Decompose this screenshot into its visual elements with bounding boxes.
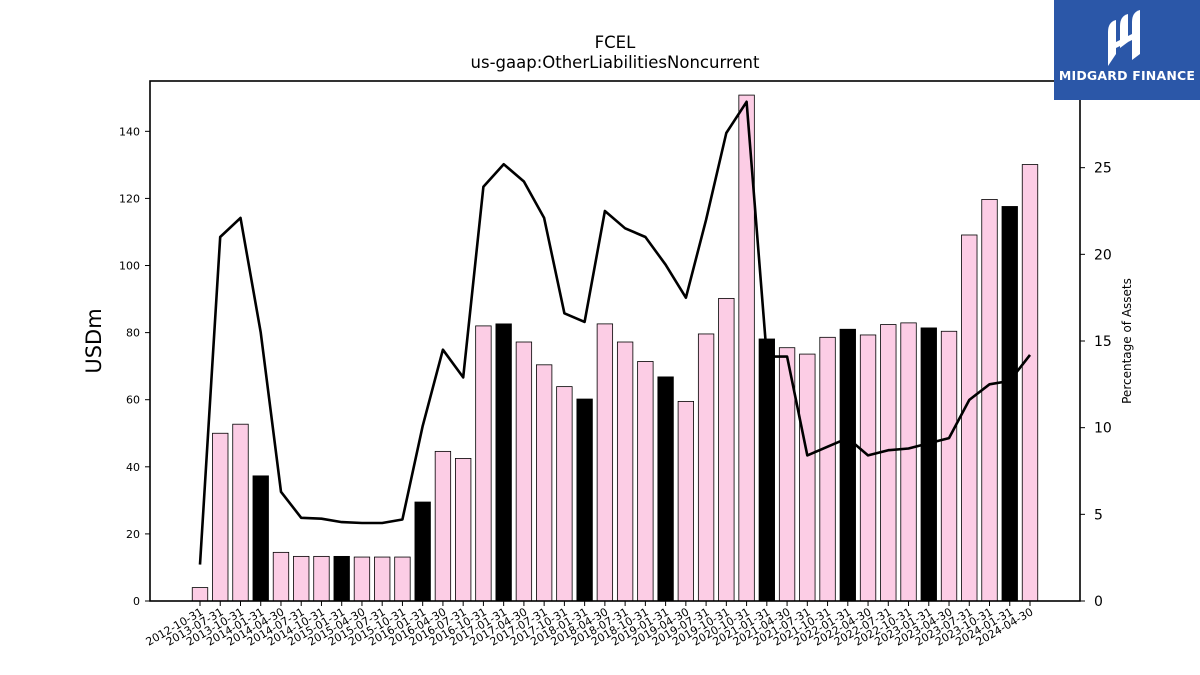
y2-tick-label: 20	[1094, 247, 1112, 263]
bar-series	[191, 94, 1039, 602]
logo-text: MIDGARD FINANCE	[1058, 68, 1196, 83]
bar	[859, 334, 877, 602]
bar	[637, 361, 654, 602]
bar	[535, 364, 553, 602]
x-axis-ticks: 2012-10-312013-07-312013-10-312014-01-31…	[144, 601, 1036, 649]
bar	[961, 234, 978, 602]
y-tick-label: 80	[126, 327, 140, 340]
y2-tick-label: 5	[1094, 507, 1103, 523]
bar	[819, 336, 836, 602]
bar	[839, 328, 856, 602]
y2-tick-label: 0	[1094, 594, 1103, 610]
bar	[556, 386, 573, 602]
bar	[293, 555, 310, 602]
y-tick-label: 40	[126, 461, 140, 474]
bar	[758, 338, 775, 602]
bar	[576, 398, 593, 602]
bar	[414, 501, 431, 602]
bar	[1001, 206, 1018, 602]
bar	[1021, 164, 1039, 602]
chart-subtitle: us-gaap:OtherLiabilitiesNoncurrent	[471, 53, 760, 72]
y-tick-label: 60	[126, 394, 140, 407]
bar	[616, 341, 634, 602]
bar	[191, 587, 209, 602]
bar	[515, 341, 533, 602]
y2-tick-label: 15	[1094, 334, 1112, 350]
bar	[799, 353, 816, 602]
bar	[697, 333, 715, 602]
midgard-finance-logo: MIDGARD FINANCE	[1054, 0, 1200, 100]
y-tick-label: 100	[119, 260, 140, 273]
bar	[272, 551, 290, 602]
plot-frame	[149, 80, 1081, 602]
bar	[880, 324, 897, 602]
bar	[333, 555, 350, 602]
line-series	[198, 100, 1032, 565]
bar	[940, 330, 958, 602]
bar	[434, 450, 452, 602]
bar	[353, 556, 371, 602]
bar	[495, 323, 512, 602]
bar	[677, 400, 695, 602]
bar	[455, 458, 472, 602]
y2-tick-label: 25	[1094, 161, 1112, 177]
bar	[596, 323, 614, 602]
bar	[252, 475, 269, 602]
bar	[374, 556, 391, 602]
y-tick-label: 140	[119, 125, 140, 138]
y-tick-label: 0	[133, 595, 140, 608]
bar	[981, 199, 998, 602]
percentage-line	[198, 100, 1032, 565]
y2-axis-ticks: 0 5 10 15 20 25	[1080, 161, 1112, 610]
y2-axis-label: Percentage of Assets	[1120, 278, 1134, 404]
bar	[657, 376, 674, 602]
bar	[313, 555, 330, 602]
bar	[232, 423, 249, 602]
midgard-logo-icon	[1108, 10, 1140, 66]
bar	[900, 322, 917, 602]
bar	[920, 327, 937, 602]
bar	[475, 325, 492, 602]
bar	[212, 432, 229, 602]
y2-tick-label: 10	[1094, 421, 1112, 437]
y-axis-ticks: 0 20 40 60 80 100 120 140	[119, 125, 150, 608]
y-tick-label: 120	[119, 192, 140, 205]
y-tick-label: 20	[126, 528, 140, 541]
chart-title: FCEL	[595, 33, 636, 52]
bar	[718, 297, 735, 602]
bar	[394, 556, 411, 602]
y-axis-label: USDm	[82, 308, 106, 373]
